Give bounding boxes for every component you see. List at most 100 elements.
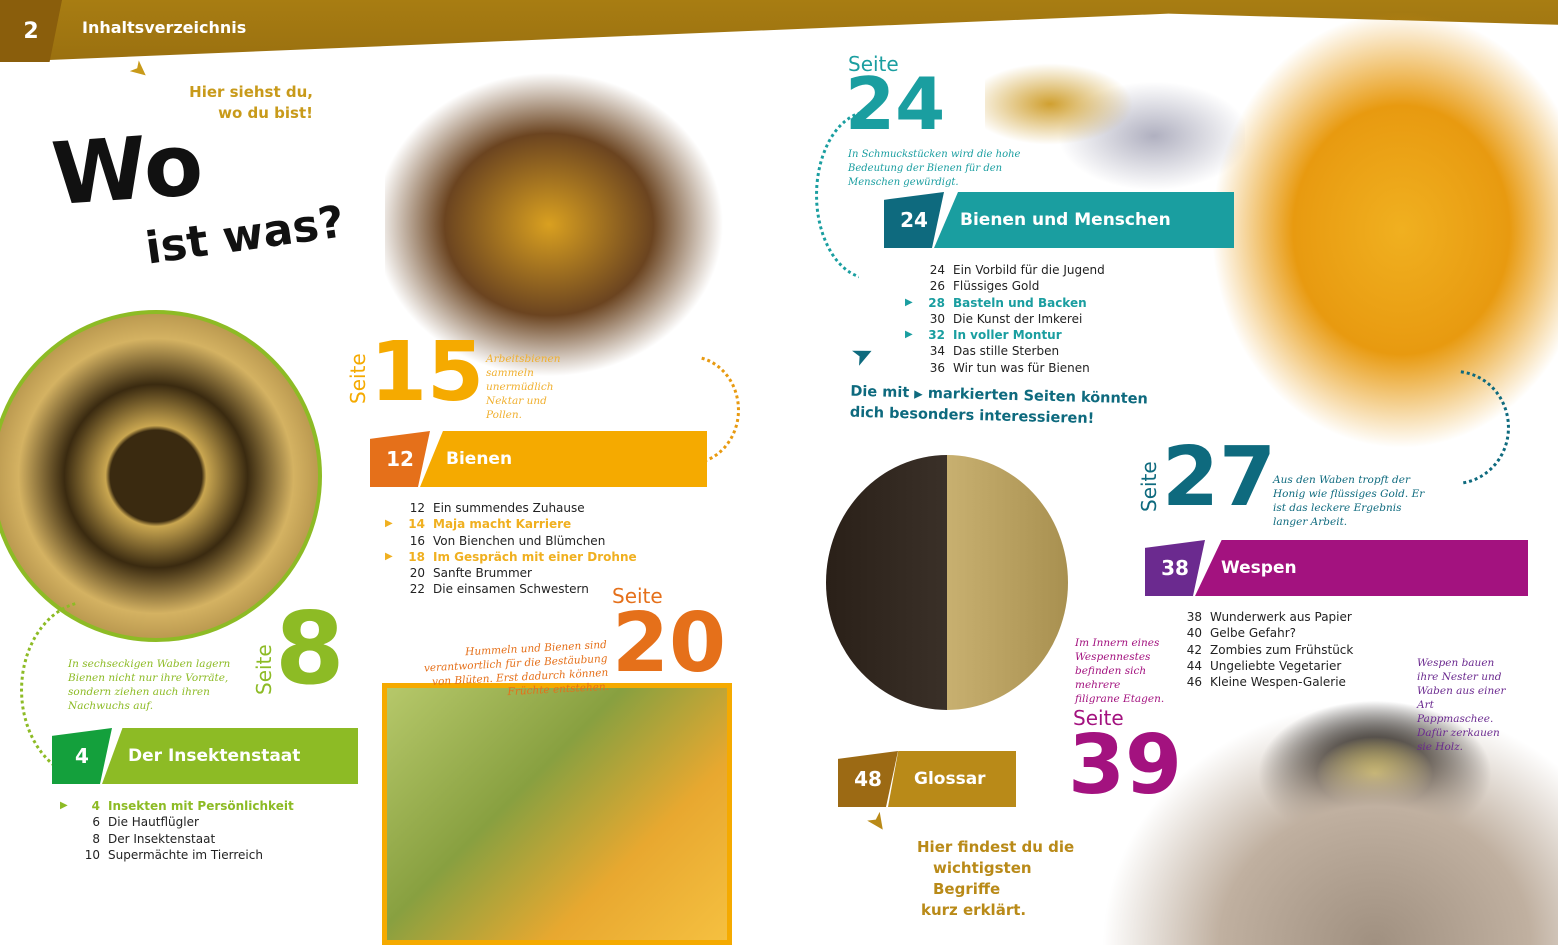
seite-label: Seite bbox=[1073, 706, 1124, 730]
toc-page-number: 24 bbox=[929, 263, 945, 277]
section-number: 24 bbox=[884, 192, 944, 248]
toc-page-number: 36 bbox=[929, 360, 945, 375]
toc-page-number: 44 bbox=[1186, 658, 1202, 673]
toc-title: Maja macht Karriere bbox=[433, 517, 572, 532]
toc-page-number: 8 bbox=[92, 831, 100, 846]
spacer bbox=[1162, 642, 1174, 658]
section-bar-wespen[interactable]: 38 Wespen bbox=[1145, 540, 1528, 596]
hint-line: Hier siehst du, bbox=[189, 83, 313, 101]
page-ref-27: 27 bbox=[1162, 430, 1277, 525]
spacer bbox=[1162, 609, 1174, 625]
toc-list-bienen-menschen: 24 Ein Vorbild für die Jugend 26 Flüssiges … bbox=[905, 262, 1105, 376]
spacer bbox=[385, 565, 397, 581]
section-bar-glossar[interactable]: 48 Glossar bbox=[838, 751, 1016, 807]
page-ref-20: 20 bbox=[612, 596, 727, 691]
toc-item[interactable]: 8 Der Insektenstaat bbox=[60, 831, 294, 847]
spacer bbox=[1162, 625, 1174, 641]
toc-title: Wunderwerk aus Papier bbox=[1210, 610, 1352, 624]
toc-title: Der Insektenstaat bbox=[108, 831, 216, 846]
header-title: Inhaltsverzeichnis bbox=[82, 18, 247, 37]
spacer bbox=[905, 262, 917, 278]
toc-item[interactable]: 20 Sanfte Brummer bbox=[385, 565, 637, 581]
hint-line: Hier findest du die bbox=[917, 838, 1075, 856]
bumblebee-photo bbox=[382, 683, 732, 945]
toc-list-wespen: 38 Wunderwerk aus Papier 40 Gelbe Gefahr? 42… bbox=[1162, 609, 1354, 690]
section-bar-insektenstaat[interactable]: 4 Der Insektenstaat bbox=[52, 728, 358, 784]
toc-item[interactable]: 10 Supermächte im Tierreich bbox=[60, 847, 294, 863]
section-bar-bienen-menschen[interactable]: 24 Bienen und Menschen bbox=[884, 192, 1234, 248]
spacer bbox=[905, 343, 917, 359]
caption-p39: Im Innern eines Wespennestes befinden si… bbox=[1075, 637, 1165, 705]
toc-item[interactable]: 30 Die Kunst der Imkerei bbox=[905, 311, 1105, 327]
spacer bbox=[1162, 674, 1174, 690]
hint-line: wichtigsten Begriffe bbox=[933, 859, 1032, 898]
toc-item[interactable]: 44 Ungeliebte Vegetarier bbox=[1162, 658, 1353, 674]
spacer bbox=[905, 311, 917, 327]
seite-label: Seite bbox=[346, 353, 370, 404]
headline-line1: Wo bbox=[48, 114, 207, 226]
toc-item[interactable]: 26 Flüssiges Gold bbox=[905, 278, 1105, 294]
seite-label: Seite bbox=[848, 52, 899, 76]
spacer bbox=[905, 360, 917, 376]
caption-p8: In sechseckigen Waben lagern Bienen nich… bbox=[68, 658, 231, 712]
note-text: Die mit bbox=[850, 383, 910, 402]
bee-illustration bbox=[385, 10, 795, 400]
toc-item[interactable]: 22 Die einsamen Schwestern bbox=[385, 581, 637, 597]
toc-title: Sanfte Brummer bbox=[433, 566, 532, 581]
page-ref-15: 15 bbox=[370, 325, 485, 420]
toc-item[interactable]: 16 Von Bienchen und Blümchen bbox=[385, 533, 637, 549]
spacer bbox=[60, 814, 72, 830]
toc-item[interactable]: 6 Die Hautflügler bbox=[60, 814, 294, 830]
section-bar-bienen[interactable]: 12 Bienen bbox=[370, 431, 707, 487]
toc-page-number: 30 bbox=[929, 311, 945, 326]
toc-list-bienen: 12 Ein summendes Zuhause ▶ 14 Maja macht Kar… bbox=[385, 500, 637, 598]
toc-item[interactable]: 36 Wir tun was für Bienen bbox=[905, 360, 1105, 376]
toc-item[interactable]: 34 Das stille Sterben bbox=[905, 343, 1105, 359]
toc-page-number: 34 bbox=[929, 344, 945, 359]
toc-title: Supermächte im Tierreich bbox=[108, 847, 263, 862]
wasp-nest-illustration bbox=[826, 455, 1068, 710]
spacer bbox=[1162, 658, 1174, 674]
toc-page-number: 18 bbox=[408, 549, 425, 564]
toc-title: Wir tun was für Bienen bbox=[953, 360, 1090, 375]
toc-title: Insekten mit Persönlichkeit bbox=[108, 799, 294, 813]
toc-title: Ungeliebte Vegetarier bbox=[1210, 658, 1342, 673]
toc-item[interactable]: ▶ 18 Im Gespräch mit einer Drohne bbox=[385, 549, 637, 565]
toc-page-number: 42 bbox=[1186, 642, 1202, 657]
toc-page-number: 38 bbox=[1186, 610, 1202, 624]
toc-title: Gelbe Gefahr? bbox=[1210, 626, 1296, 641]
hint-line: kurz erklärt. bbox=[921, 901, 1027, 919]
toc-item[interactable]: 38 Wunderwerk aus Papier bbox=[1162, 609, 1353, 625]
honey-comb-photo bbox=[1210, 10, 1558, 450]
section-title: Bienen und Menschen bbox=[934, 192, 1234, 248]
toc-item[interactable]: 46 Kleine Wespen-Galerie bbox=[1162, 674, 1353, 690]
toc-item[interactable]: ▶ 32 In voller Montur bbox=[905, 327, 1105, 343]
section-number: 4 bbox=[52, 728, 112, 784]
caption-p27: Aus den Waben tropft der Honig wie flüss… bbox=[1273, 474, 1425, 528]
toc-item[interactable]: 40 Gelbe Gefahr? bbox=[1162, 625, 1353, 641]
toc-item[interactable]: ▶ 28 Basteln und Backen bbox=[905, 295, 1105, 311]
toc-item[interactable]: ▶ 4 Insekten mit Persönlichkeit bbox=[60, 798, 294, 814]
wasp-photo bbox=[1100, 700, 1558, 945]
page-ref-24: 24 bbox=[845, 62, 946, 146]
arrow-icon: ➤ bbox=[860, 805, 896, 839]
triangle-marker-icon: ▶ bbox=[905, 296, 913, 308]
spacer bbox=[60, 847, 72, 863]
toc-page-number: 32 bbox=[928, 328, 945, 343]
spacer bbox=[60, 831, 72, 847]
toc-page-number: 20 bbox=[409, 566, 425, 581]
toc-title: In voller Montur bbox=[953, 328, 1062, 343]
toc-item[interactable]: 12 Ein summendes Zuhause bbox=[385, 500, 637, 516]
page-ref-8: 8 bbox=[275, 590, 345, 707]
triangle-marker-icon: ▶ bbox=[385, 518, 393, 530]
toc-title: Die Hautflügler bbox=[108, 815, 199, 830]
section-number: 12 bbox=[370, 431, 430, 487]
toc-item[interactable]: 42 Zombies zum Frühstück bbox=[1162, 642, 1354, 658]
toc-item[interactable]: ▶ 14 Maja macht Karriere bbox=[385, 516, 637, 532]
section-title: Bienen bbox=[420, 431, 707, 487]
toc-page-number: 22 bbox=[409, 582, 425, 597]
toc-title: Die einsamen Schwestern bbox=[433, 582, 589, 597]
toc-list-insektenstaat: ▶ 4 Insekten mit Persönlichkeit 6 Die Hautfl… bbox=[60, 798, 294, 863]
toc-item[interactable]: 24 Ein Vorbild für die Jugend bbox=[905, 262, 1105, 278]
toc-page-number: 28 bbox=[928, 295, 945, 310]
